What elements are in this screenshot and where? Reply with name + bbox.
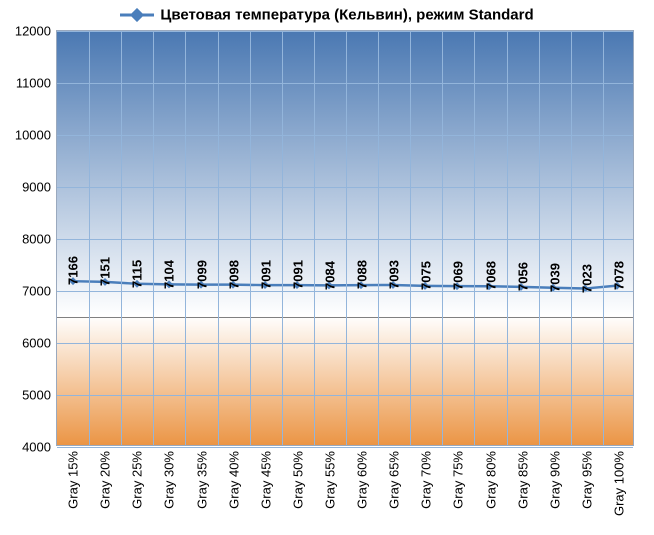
gridline-v xyxy=(603,31,604,445)
data-label: 7104 xyxy=(162,260,177,289)
data-label: 7068 xyxy=(483,262,498,291)
gridline-v xyxy=(539,31,540,445)
x-tick-label: Gray 45% xyxy=(258,445,273,509)
gridline-v xyxy=(442,31,443,445)
data-label: 7151 xyxy=(98,257,113,286)
x-tick-label: Gray 80% xyxy=(483,445,498,509)
gridline-v xyxy=(346,31,347,445)
x-tick-label: Gray 40% xyxy=(226,445,241,509)
gridline-v xyxy=(314,31,315,445)
x-tick-label: Gray 15% xyxy=(66,445,81,509)
gridline-v xyxy=(121,31,122,445)
x-tick-label: Gray 50% xyxy=(290,445,305,509)
y-tick-label: 9000 xyxy=(22,180,57,195)
data-label: 7098 xyxy=(226,260,241,289)
y-tick-label: 11000 xyxy=(16,76,57,91)
gridline-v xyxy=(89,31,90,445)
gridline-v xyxy=(507,31,508,445)
x-tick-label: Gray 65% xyxy=(387,445,402,509)
data-label: 7056 xyxy=(515,262,530,291)
x-tick-label: Gray 100% xyxy=(611,445,626,516)
gridline-v xyxy=(185,31,186,445)
x-tick-label: Gray 70% xyxy=(419,445,434,509)
gridline-v xyxy=(410,31,411,445)
gridline-v xyxy=(250,31,251,445)
x-tick-label: Gray 85% xyxy=(515,445,530,509)
x-tick-label: Gray 30% xyxy=(162,445,177,509)
gridline-v xyxy=(153,31,154,445)
y-tick-label: 7000 xyxy=(22,284,57,299)
gridline-h xyxy=(57,187,633,188)
x-tick-label: Gray 75% xyxy=(451,445,466,509)
x-tick-label: Gray 95% xyxy=(579,445,594,509)
y-tick-label: 12000 xyxy=(15,24,57,39)
data-label: 7091 xyxy=(290,260,305,289)
plot-area: 400050006000700080009000100001100012000G… xyxy=(56,30,634,446)
color-temp-chart: Цветовая температура (Кельвин), режим St… xyxy=(0,0,654,535)
y-tick-label: 4000 xyxy=(22,440,57,455)
x-tick-label: Gray 35% xyxy=(194,445,209,509)
data-label: 7075 xyxy=(419,261,434,290)
data-label: 7115 xyxy=(130,260,145,288)
x-tick-label: Gray 90% xyxy=(547,445,562,509)
x-tick-label: Gray 55% xyxy=(322,445,337,509)
gridline-v xyxy=(474,31,475,445)
gridline-h xyxy=(57,343,633,344)
legend-marker xyxy=(120,8,154,22)
gridline-v xyxy=(218,31,219,445)
gridline-v xyxy=(282,31,283,445)
data-label: 7084 xyxy=(322,261,337,290)
data-label: 7039 xyxy=(547,263,562,292)
x-tick-label: Gray 60% xyxy=(355,445,370,509)
gridline-h xyxy=(57,135,633,136)
x-tick-label: Gray 25% xyxy=(130,445,145,509)
y-tick-label: 5000 xyxy=(22,388,57,403)
y-tick-label: 8000 xyxy=(22,232,57,247)
data-line xyxy=(57,31,633,445)
data-label: 7023 xyxy=(579,264,594,293)
legend-label: Цветовая температура (Кельвин), режим St… xyxy=(160,7,533,24)
gridline-h xyxy=(57,395,633,396)
data-label: 7093 xyxy=(387,260,402,289)
gridline-h xyxy=(57,31,633,32)
gridline-h xyxy=(57,83,633,84)
gridline-v xyxy=(571,31,572,445)
data-label: 7069 xyxy=(451,261,466,290)
gridline-6500k xyxy=(57,317,633,318)
y-tick-label: 6000 xyxy=(22,336,57,351)
data-label: 7091 xyxy=(258,260,273,289)
gridline-h xyxy=(57,239,633,240)
data-label: 7078 xyxy=(611,261,626,290)
x-tick-label: Gray 20% xyxy=(98,445,113,509)
data-label: 7088 xyxy=(355,261,370,290)
gridline-v xyxy=(378,31,379,445)
y-tick-label: 10000 xyxy=(15,128,57,143)
legend: Цветовая температура (Кельвин), режим St… xyxy=(0,6,654,24)
data-label: 7166 xyxy=(66,256,81,285)
data-label: 7099 xyxy=(194,260,209,289)
